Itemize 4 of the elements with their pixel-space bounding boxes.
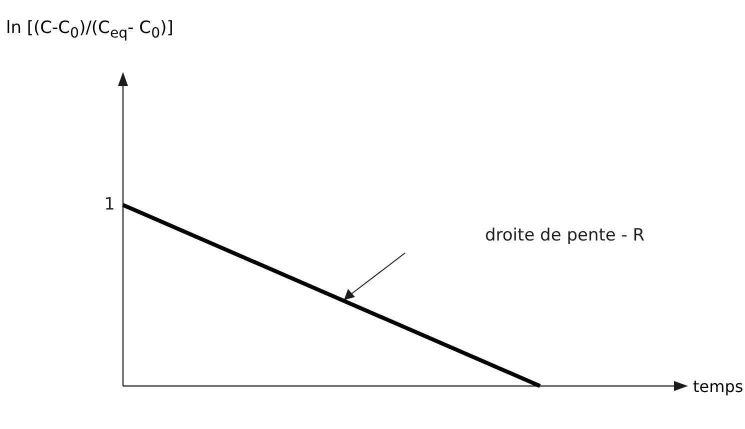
text: ln [(C-C$_{0}$)/(C$_{eq}$- C$_{0}$)] [6,18,174,42]
annotation: droite de pente - R [485,225,645,246]
x-axis-title: temps [693,377,744,396]
text: 1 [104,194,115,214]
